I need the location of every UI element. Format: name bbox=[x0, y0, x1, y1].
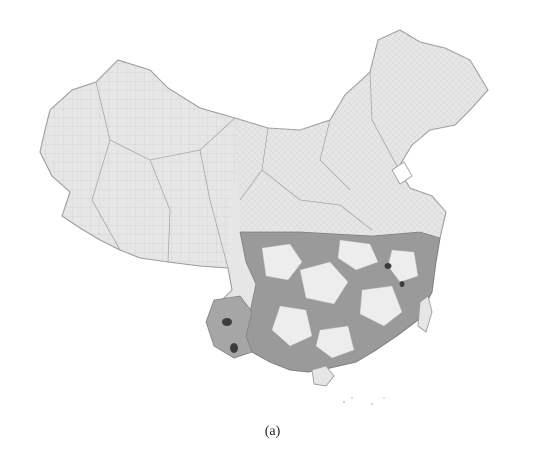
hainan-island bbox=[311, 365, 335, 387]
bohai-bay bbox=[391, 161, 413, 185]
province-lines bbox=[91, 71, 399, 269]
figure-caption: (a) bbox=[264, 424, 281, 439]
county-borders-east bbox=[235, 30, 488, 238]
choropleth-map bbox=[39, 29, 489, 406]
county-borders-west bbox=[40, 60, 240, 268]
south-sea-islands bbox=[342, 397, 385, 406]
light-patches bbox=[261, 239, 419, 359]
highlight-region-southwest bbox=[205, 295, 253, 359]
dark-spots bbox=[222, 263, 405, 353]
taiwan-island bbox=[417, 295, 433, 333]
